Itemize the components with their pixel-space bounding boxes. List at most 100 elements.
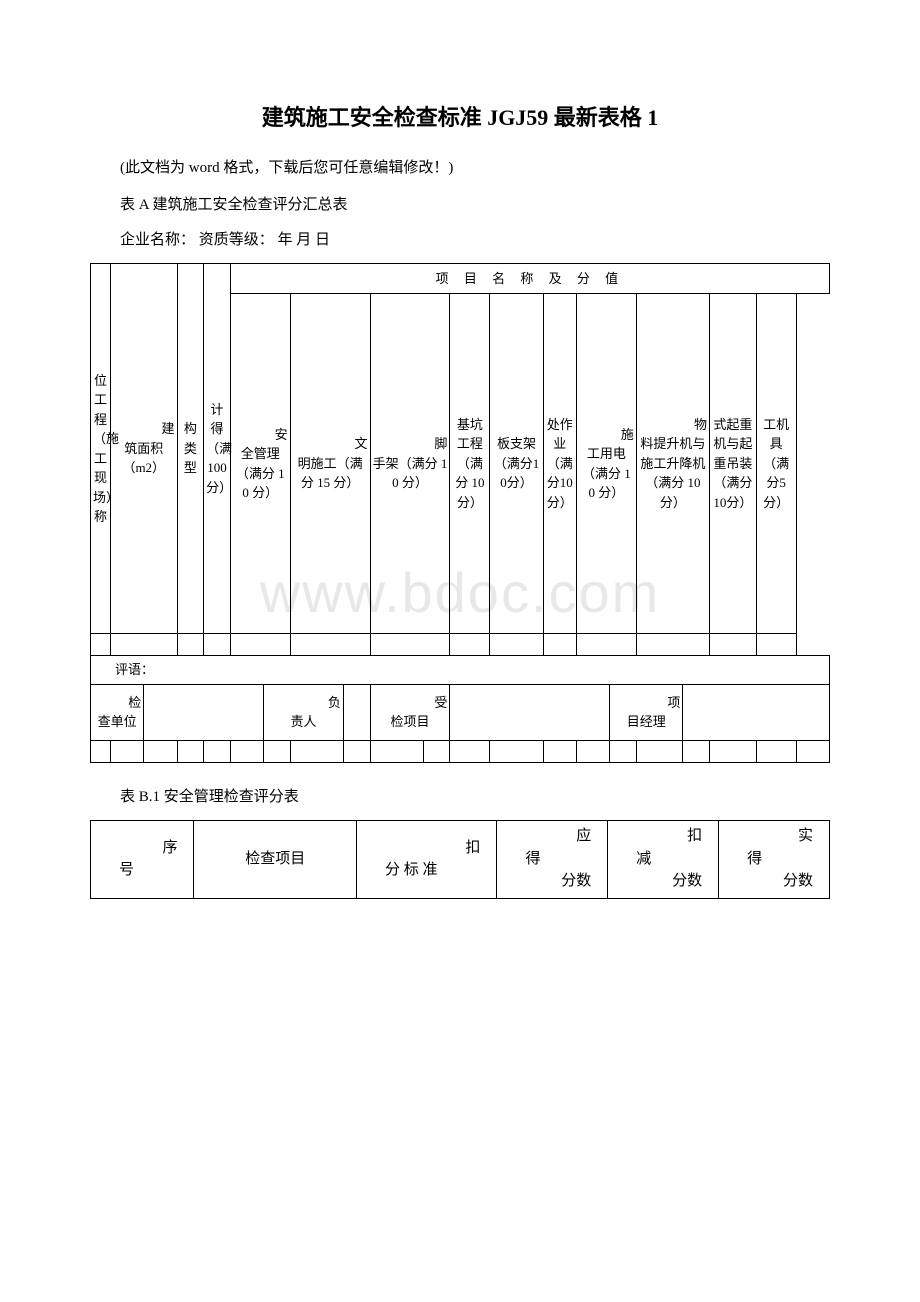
label: 分数	[783, 870, 813, 893]
label: 分 标 准	[385, 862, 438, 878]
label: 工用电（满分 10 分）	[582, 446, 631, 500]
col-header: 计得（满100分）	[204, 264, 231, 634]
label: 受检项目	[370, 684, 450, 740]
cell	[490, 634, 543, 656]
col-header: 构类型	[177, 264, 204, 634]
cell	[450, 684, 610, 740]
cell	[230, 634, 290, 656]
label: 检	[128, 693, 141, 713]
cell	[110, 634, 177, 656]
cell	[543, 740, 576, 762]
col-header: 应得分数	[497, 820, 608, 898]
cell	[177, 740, 204, 762]
cell	[177, 634, 204, 656]
label: 得	[525, 851, 540, 867]
col-header: 基坑工程（满分 10 分）	[450, 294, 490, 634]
col-header: 实得分数	[719, 820, 830, 898]
cell	[204, 740, 231, 762]
cell	[144, 684, 264, 740]
label: 扣	[687, 825, 702, 848]
cell	[144, 740, 177, 762]
cell	[636, 634, 709, 656]
format-note: (此文档为 word 格式，下载后您可任意编辑修改！)	[90, 156, 830, 177]
label: 项	[667, 693, 680, 713]
label: 检查单位	[91, 684, 144, 740]
table-row: 序号 检查项目 扣分 标 准 应得分数 扣减分数 实得分数	[91, 820, 830, 898]
cell	[91, 740, 111, 762]
label: 目经理	[627, 714, 666, 729]
table-row: 检查单位 负责人 受检项目 项目经理	[91, 684, 830, 740]
cell	[91, 634, 111, 656]
cell	[343, 684, 370, 740]
table-b: 序号 检查项目 扣分 标 准 应得分数 扣减分数 实得分数	[90, 820, 830, 899]
cell	[543, 634, 576, 656]
label: 明施工（满分 15 分）	[298, 456, 363, 491]
label: 安	[275, 425, 288, 445]
cell	[710, 740, 757, 762]
page-title: 建筑施工安全检查标准 JGJ59 最新表格 1	[90, 100, 830, 132]
label: 责人	[290, 714, 316, 729]
table-a-caption: 表 A 建筑施工安全检查评分汇总表	[90, 193, 830, 214]
label: 料提升机与施工升降机（满分 10 分）	[640, 436, 705, 510]
cell	[370, 634, 450, 656]
cell	[576, 634, 636, 656]
col-header: 处作业（满分10分）	[543, 294, 576, 634]
label: 检项目	[390, 714, 429, 729]
cell	[230, 740, 263, 762]
cell	[264, 740, 291, 762]
cell	[796, 740, 829, 762]
col-header: 扣减分数	[608, 820, 719, 898]
label: 得	[747, 851, 762, 867]
cell	[710, 634, 757, 656]
label: 脚	[434, 434, 447, 454]
cell	[290, 634, 370, 656]
cell	[756, 634, 796, 656]
col-header: 扣分 标 准	[357, 820, 497, 898]
label: 减	[636, 851, 651, 867]
col-header: 文明施工（满分 15 分）	[290, 294, 370, 634]
cell	[610, 740, 637, 762]
cell	[343, 740, 370, 762]
cell	[450, 634, 490, 656]
table-a: 位工程（施工现场）称 建筑面积（m2） 构类型 计得（满100分） 项 目 名 …	[90, 263, 830, 763]
table-row	[91, 740, 830, 762]
label: 建	[162, 419, 175, 439]
cell	[450, 740, 490, 762]
col-header-span: 项 目 名 称 及 分 值	[230, 264, 829, 294]
label: 分数	[561, 870, 591, 893]
label: 施	[621, 425, 634, 445]
col-header: 物料提升机与施工升降机（满分 10 分）	[636, 294, 709, 634]
label: 负责人	[264, 684, 344, 740]
label: 受	[434, 693, 447, 713]
table-row	[91, 634, 830, 656]
table-row: 位工程（施工现场）称 建筑面积（m2） 构类型 计得（满100分） 项 目 名 …	[91, 264, 830, 294]
col-header: 式起重机与起重吊装（满分10分）	[710, 294, 757, 634]
cell	[490, 740, 543, 762]
label: 扣	[465, 837, 480, 860]
label: 物	[694, 415, 707, 435]
label: 手架（满分 10 分）	[373, 456, 448, 491]
label: 分数	[672, 870, 702, 893]
cell	[423, 740, 450, 762]
label: 项目经理	[610, 684, 683, 740]
label: 筑面积（m2）	[122, 441, 165, 476]
comment-label: 评语：	[91, 656, 830, 685]
table-b-caption: 表 B.1 安全管理检查评分表	[90, 785, 830, 806]
cell	[683, 684, 830, 740]
label: 负	[328, 693, 341, 713]
label: 文	[355, 434, 368, 454]
label: 号	[119, 862, 134, 878]
table-row: 评语：	[91, 656, 830, 685]
cell	[204, 634, 231, 656]
label: 全管理（满分 10 分）	[236, 446, 285, 500]
label: 实	[798, 825, 813, 848]
cell	[636, 740, 683, 762]
col-header: 位工程（施工现场）称	[91, 264, 111, 634]
label: 查单位	[98, 714, 137, 729]
label: 序	[162, 837, 177, 860]
cell	[576, 740, 609, 762]
col-header: 检查项目	[194, 820, 357, 898]
cell	[110, 740, 143, 762]
col-header: 安全管理（满分 10 分）	[230, 294, 290, 634]
cell	[370, 740, 423, 762]
